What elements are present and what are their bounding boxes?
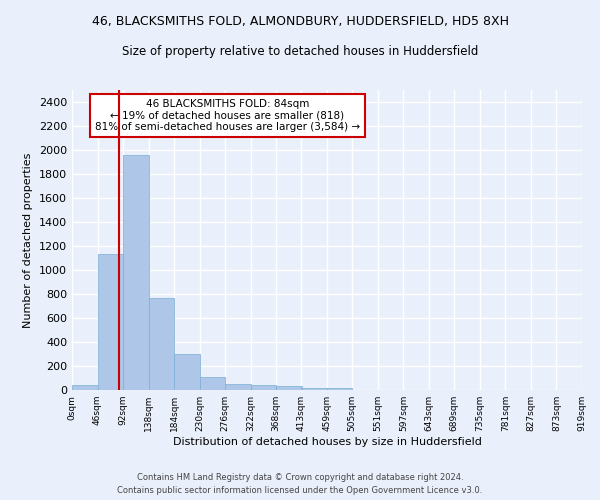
- Bar: [123, 155, 149, 390]
- Text: 46 BLACKSMITHS FOLD: 84sqm
← 19% of detached houses are smaller (818)
81% of sem: 46 BLACKSMITHS FOLD: 84sqm ← 19% of deta…: [95, 99, 360, 132]
- X-axis label: Distribution of detached houses by size in Huddersfield: Distribution of detached houses by size …: [173, 437, 481, 447]
- Text: Contains public sector information licensed under the Open Government Licence v3: Contains public sector information licen…: [118, 486, 482, 495]
- Bar: [251, 384, 276, 390]
- Text: Size of property relative to detached houses in Huddersfield: Size of property relative to detached ho…: [122, 45, 478, 58]
- Text: Contains HM Land Registry data © Crown copyright and database right 2024.: Contains HM Land Registry data © Crown c…: [137, 474, 463, 482]
- Bar: [98, 254, 123, 390]
- Bar: [327, 388, 352, 390]
- Bar: [149, 298, 174, 390]
- Text: 46, BLACKSMITHS FOLD, ALMONDBURY, HUDDERSFIELD, HD5 8XH: 46, BLACKSMITHS FOLD, ALMONDBURY, HUDDER…: [91, 15, 509, 28]
- Bar: [276, 386, 302, 390]
- Bar: [174, 354, 200, 390]
- Bar: [225, 384, 251, 390]
- Bar: [301, 388, 327, 390]
- Y-axis label: Number of detached properties: Number of detached properties: [23, 152, 34, 328]
- Bar: [72, 385, 98, 390]
- Bar: [200, 378, 225, 390]
